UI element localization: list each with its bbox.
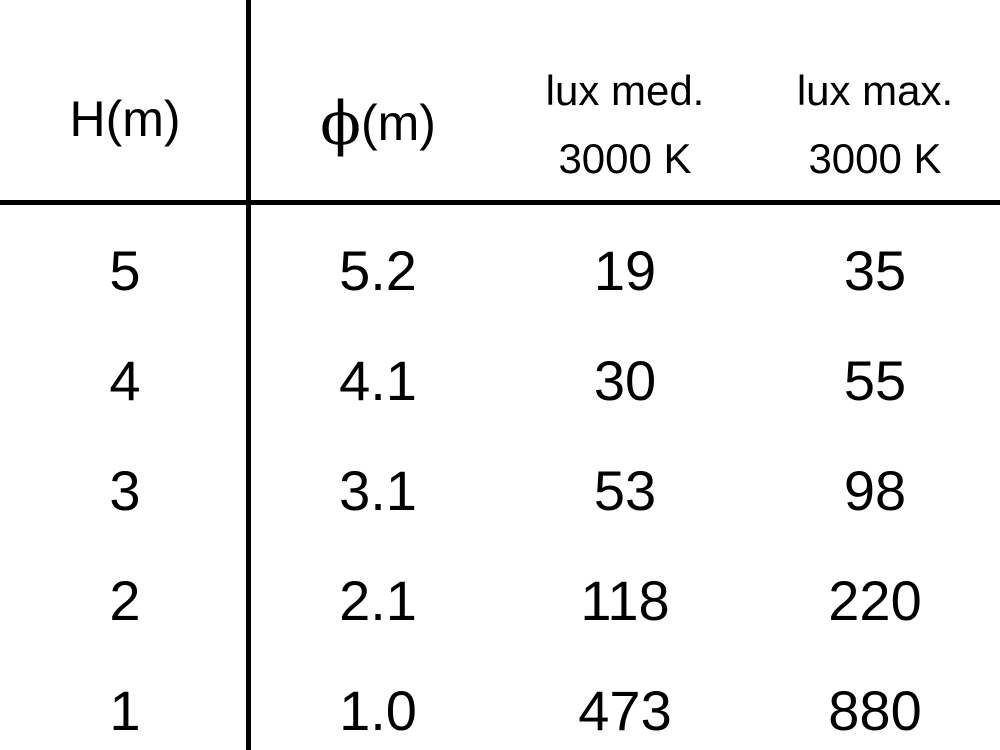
header-lux-med: lux med. <box>545 67 705 114</box>
cell-lux-med: 30 <box>593 349 657 412</box>
phi-symbol: ϕ <box>320 89 361 159</box>
cell-lux-med: 19 <box>593 239 657 302</box>
cell-diameter: 2.1 <box>339 569 417 632</box>
cell-height: 2 <box>109 569 141 632</box>
cell-diameter: 4.1 <box>339 349 417 412</box>
cell-height: 3 <box>109 459 141 522</box>
header-diameter-unit: (m) <box>360 95 436 151</box>
cell-lux-med: 118 <box>580 569 670 632</box>
header-lux-med-cct: 3000 K <box>558 135 692 182</box>
cell-diameter: 3.1 <box>339 459 417 522</box>
header-diameter: ϕ(m) <box>253 94 503 154</box>
cell-lux-med: 473 <box>578 679 672 742</box>
cell-diameter: 1.0 <box>339 679 417 742</box>
cell-lux-max: 220 <box>828 569 922 632</box>
header-height: H(m) <box>69 91 181 147</box>
cell-height: 4 <box>109 349 141 412</box>
cell-height: 1 <box>109 679 141 742</box>
cell-lux-max: 880 <box>828 679 922 742</box>
header-lux-max: lux max. <box>796 67 954 114</box>
cell-lux-max: 35 <box>843 239 907 302</box>
cell-lux-med: 53 <box>593 459 657 522</box>
cell-height: 5 <box>109 239 141 302</box>
header-lux-max-cct: 3000 K <box>808 135 942 182</box>
cell-diameter: 5.2 <box>339 239 417 302</box>
cell-lux-max: 98 <box>843 459 907 522</box>
column-divider <box>246 0 251 750</box>
header-divider <box>0 200 1000 205</box>
cell-lux-max: 55 <box>843 349 907 412</box>
